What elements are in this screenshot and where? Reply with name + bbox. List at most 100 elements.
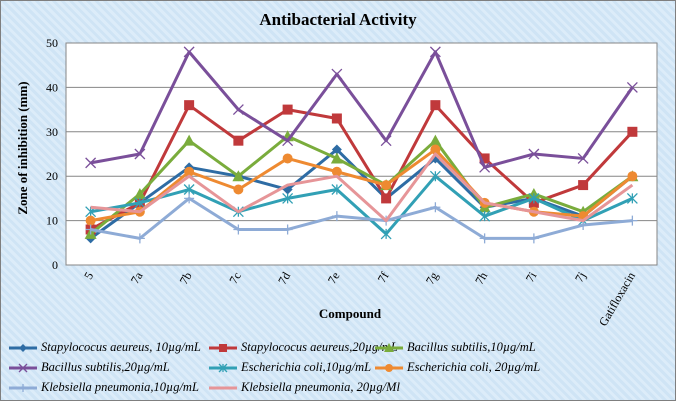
marker-star (183, 184, 195, 195)
series-line (89, 134, 634, 236)
marker-plus (19, 383, 27, 392)
series-line (90, 50, 634, 169)
marker-triangle (429, 134, 442, 146)
series-escherichia (85, 170, 638, 240)
legend-item: Escherichia coli, 20µg/mL (374, 360, 540, 375)
legend-item: Escherichia coli,10µg/mL (208, 360, 371, 375)
marker-x (18, 363, 28, 372)
marker-triangle (330, 152, 343, 164)
marker-square (331, 113, 342, 124)
y-tick-label: 40 (46, 80, 58, 94)
legend-label: Bacillus subtilis,10µg/mL (407, 340, 536, 354)
series-klebsiella (85, 193, 638, 244)
marker-square (578, 180, 589, 191)
marker-x (282, 135, 294, 147)
marker-x (183, 46, 195, 58)
x-tick-label: 7h (472, 270, 490, 287)
marker-star (134, 197, 146, 209)
marker-circle (627, 171, 638, 182)
legend-label: Klebsiella pneumonia,10µg/mL (41, 380, 199, 394)
marker-x (380, 135, 392, 147)
marker-x (85, 157, 97, 169)
marker-x (479, 161, 491, 173)
marker-diamond (19, 343, 27, 352)
x-tick-label: 7g (423, 270, 441, 287)
series-line (89, 103, 634, 231)
series-bacillus (85, 46, 638, 173)
marker-x (577, 152, 589, 164)
marker-square (381, 193, 392, 204)
marker-star (528, 192, 540, 204)
marker-star (218, 363, 228, 372)
x-tick-label: 7c (226, 270, 244, 287)
y-tick-label: 0 (52, 258, 58, 272)
marker-triangle (133, 187, 146, 199)
legend-item: Stapylococus aeureus,20µg/mL (208, 340, 398, 355)
marker-circle (85, 215, 96, 226)
x-tick-label: 7i (523, 269, 540, 285)
marker-star (429, 170, 441, 182)
x-tick-label: 7j (572, 270, 589, 285)
marker-star (626, 192, 638, 204)
legend-label: Stapylococus aeureus, 10µg/mL (41, 340, 201, 354)
legend-label: Stapylococus aeureus,20µg/mL (241, 340, 398, 354)
legend-swatch (209, 363, 237, 372)
y-tick-label: 30 (46, 125, 58, 139)
marker-x (429, 46, 441, 58)
series-line (90, 152, 634, 223)
marker-circle (233, 184, 244, 195)
legend-swatch (9, 363, 37, 372)
marker-x (331, 68, 343, 80)
marker-circle (282, 153, 293, 164)
marker-plus (184, 193, 195, 204)
marker-plus (233, 224, 244, 235)
marker-square (219, 343, 227, 352)
marker-star (479, 210, 491, 222)
legend-label: Bacillus subtilis,20µg/mL (41, 360, 170, 374)
marker-plus (282, 224, 293, 235)
marker-star (331, 184, 343, 195)
legend-label: Klebsiella pneumonia, 20µg/Ml (241, 380, 400, 394)
marker-plus (331, 211, 342, 222)
marker-square (282, 104, 293, 115)
marker-square (479, 153, 490, 164)
y-tick-label: 50 (46, 36, 58, 50)
legend-label: Escherichia coli, 20µg/mL (407, 360, 541, 374)
marker-x (528, 148, 540, 160)
legend: Stapylococus aeureus, 10µg/mL Stapylococu… (8, 336, 664, 396)
x-tick-label: 7b (177, 270, 195, 287)
marker-circle (385, 363, 393, 372)
y-tick-label: 10 (46, 214, 58, 228)
legend-swatch (375, 342, 403, 352)
marker-triangle (232, 170, 245, 182)
plot-area (65, 42, 658, 266)
x-tick-label: 7d (275, 270, 293, 287)
legend-item: Klebsiella pneumonia, 20µg/Ml (208, 380, 400, 395)
marker-plus (134, 233, 145, 244)
legend-item: Bacillus subtilis,20µg/mL (8, 360, 170, 375)
marker-triangle (183, 134, 196, 146)
legend-swatch (9, 343, 37, 352)
y-tick-label: 20 (46, 169, 58, 183)
marker-circle (381, 180, 392, 191)
marker-square (430, 100, 441, 111)
marker-diamond (331, 144, 342, 155)
legend-swatch (209, 343, 237, 352)
x-tick-label: 7f (375, 270, 392, 286)
legend-label: Escherichia coli,10µg/mL (241, 360, 372, 374)
marker-triangle (384, 342, 394, 352)
series-line (90, 196, 633, 240)
marker-star (282, 192, 294, 204)
series-line (90, 174, 633, 236)
legend-item: Bacillus subtilis,10µg/mL (374, 340, 536, 355)
x-tick-label: Gatifloxacin (596, 270, 638, 329)
series-klebsiella (90, 152, 634, 223)
marker-square (233, 135, 244, 146)
chart-title: Antibacterial Activity (259, 10, 417, 29)
marker-plus (85, 224, 96, 235)
marker-x (134, 148, 146, 160)
marker-plus (479, 233, 490, 244)
marker-plus (430, 202, 441, 213)
legend-swatch (375, 363, 403, 372)
